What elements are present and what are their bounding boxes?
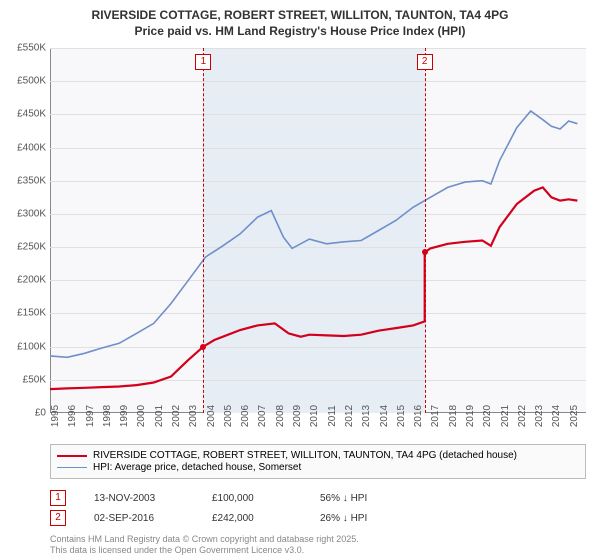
sale-price: £100,000 [212, 493, 292, 504]
y-tick-label: £300K [17, 208, 46, 219]
y-tick-label: £500K [17, 76, 46, 87]
y-tick-label: £350K [17, 175, 46, 186]
y-tick-label: £150K [17, 308, 46, 319]
sales-table: 1 13-NOV-2003 £100,000 56% ↓ HPI 2 02-SEP-201… [50, 490, 367, 530]
legend: RIVERSIDE COTTAGE, ROBERT STREET, WILLIT… [50, 444, 586, 479]
y-tick-label: £200K [17, 275, 46, 286]
chart-title: RIVERSIDE COTTAGE, ROBERT STREET, WILLIT… [0, 0, 600, 39]
legend-swatch [57, 455, 87, 457]
chart-area: £0£50K£100K£150K£200K£250K£300K£350K£400… [50, 48, 586, 413]
sale-date: 13-NOV-2003 [94, 493, 184, 504]
y-tick-label: £450K [17, 109, 46, 120]
y-tick-label: £550K [17, 43, 46, 54]
title-line-2: Price paid vs. HM Land Registry's House … [0, 24, 600, 40]
legend-row: RIVERSIDE COTTAGE, ROBERT STREET, WILLIT… [57, 450, 579, 461]
title-line-1: RIVERSIDE COTTAGE, ROBERT STREET, WILLIT… [0, 8, 600, 24]
sale-price: £242,000 [212, 513, 292, 524]
footer-attribution: Contains HM Land Registry data © Crown c… [50, 534, 359, 556]
series-price_paid [50, 187, 577, 389]
series-hpi [50, 111, 577, 357]
y-tick-label: £400K [17, 142, 46, 153]
legend-label: HPI: Average price, detached house, Some… [93, 462, 301, 473]
line-plot-svg [50, 48, 586, 413]
sales-table-row: 2 02-SEP-2016 £242,000 26% ↓ HPI [50, 510, 367, 526]
sales-table-row: 1 13-NOV-2003 £100,000 56% ↓ HPI [50, 490, 367, 506]
footer-line-2: This data is licensed under the Open Gov… [50, 545, 359, 556]
sale-table-num: 1 [50, 490, 66, 506]
y-tick-label: £0 [35, 408, 46, 419]
sale-delta: 56% ↓ HPI [320, 493, 367, 504]
legend-swatch [57, 467, 87, 468]
sale-date: 02-SEP-2016 [94, 513, 184, 524]
legend-label: RIVERSIDE COTTAGE, ROBERT STREET, WILLIT… [93, 450, 517, 461]
sale-table-num: 2 [50, 510, 66, 526]
footer-line-1: Contains HM Land Registry data © Crown c… [50, 534, 359, 545]
y-tick-label: £50K [23, 374, 46, 385]
sale-delta: 26% ↓ HPI [320, 513, 367, 524]
y-tick-label: £100K [17, 341, 46, 352]
legend-row: HPI: Average price, detached house, Some… [57, 462, 579, 473]
y-tick-label: £250K [17, 242, 46, 253]
